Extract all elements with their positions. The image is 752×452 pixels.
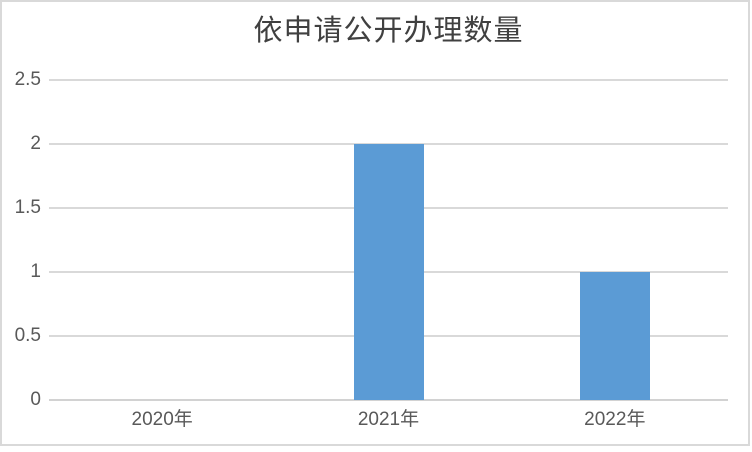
y-tick-label-2.5: 2.5 xyxy=(14,69,41,90)
bar-2021 xyxy=(353,144,424,400)
gridline-y-2.5 xyxy=(49,79,728,81)
y-tick-label-0.5: 0.5 xyxy=(14,325,41,346)
x-tick-label-2020: 2020年 xyxy=(131,409,193,430)
x-axis-line xyxy=(49,399,728,401)
y-tick-label-0: 0 xyxy=(30,389,41,410)
bar-2022 xyxy=(579,272,650,400)
x-tick-label-2022: 2022年 xyxy=(584,409,646,430)
chart-title: 依申请公开办理数量 xyxy=(253,15,524,47)
y-tick-label-2: 2 xyxy=(30,133,41,154)
y-tick-label-1.5: 1.5 xyxy=(14,197,41,218)
y-tick-label-1: 1 xyxy=(30,261,41,282)
x-tick-label-2021: 2021年 xyxy=(357,409,420,430)
